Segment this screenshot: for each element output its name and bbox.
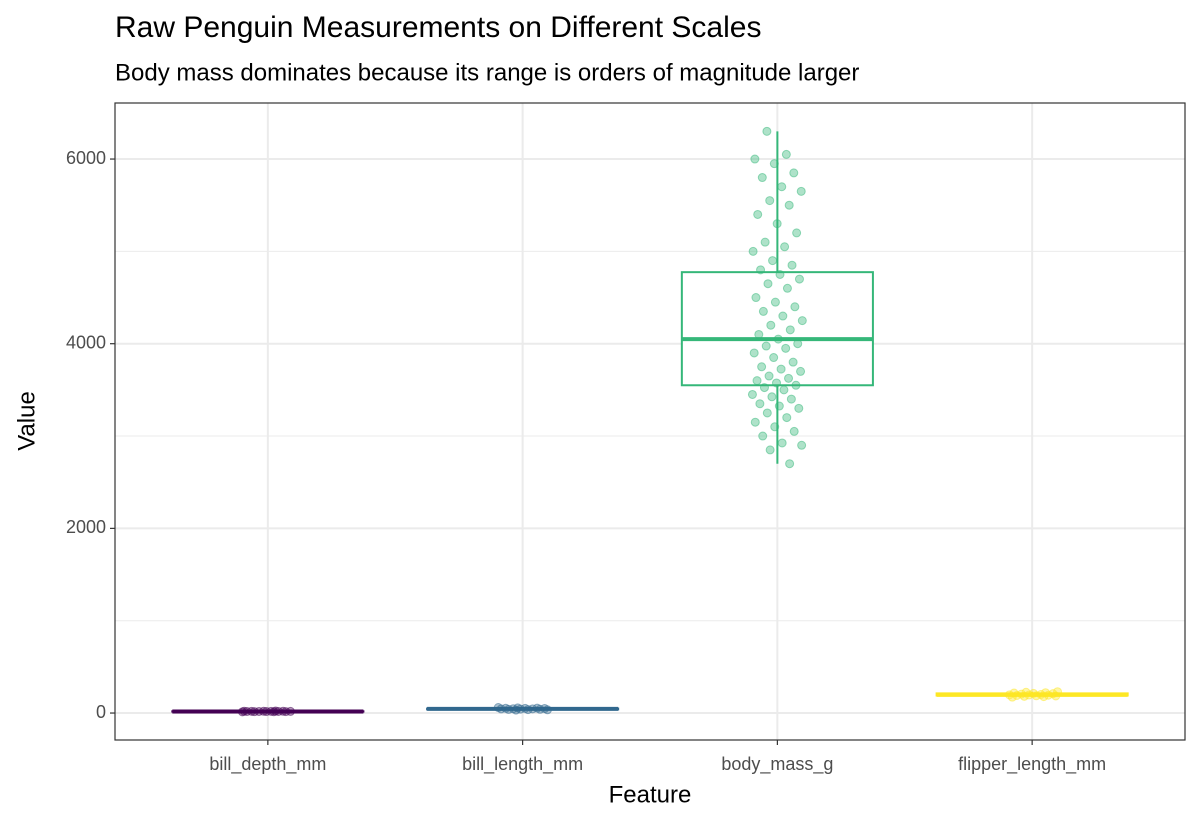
data-point xyxy=(769,257,777,265)
data-point xyxy=(758,174,766,182)
data-point xyxy=(754,210,762,218)
x-tick-label: flipper_length_mm xyxy=(958,754,1106,775)
data-point xyxy=(781,243,789,251)
data-point xyxy=(761,238,769,246)
data-point xyxy=(786,460,794,468)
data-point xyxy=(776,270,784,278)
data-point xyxy=(772,379,780,387)
data-point xyxy=(778,183,786,191)
data-point xyxy=(778,439,786,447)
data-point xyxy=(768,393,776,401)
data-point xyxy=(753,377,761,385)
data-point xyxy=(779,312,787,320)
data-point xyxy=(797,367,805,375)
data-point xyxy=(797,187,805,195)
data-point xyxy=(771,423,779,431)
data-point xyxy=(760,384,768,392)
data-point xyxy=(762,342,770,350)
data-point xyxy=(787,395,795,403)
x-tick-label: bill_depth_mm xyxy=(209,754,326,775)
plot-area xyxy=(115,103,1185,740)
data-point xyxy=(785,201,793,209)
data-point xyxy=(1029,689,1037,697)
data-point xyxy=(286,707,294,715)
data-point xyxy=(783,414,791,422)
data-point xyxy=(767,321,775,329)
data-point xyxy=(792,381,800,389)
x-tick-label: bill_length_mm xyxy=(462,754,583,775)
data-point xyxy=(785,374,793,382)
data-point xyxy=(777,365,785,373)
data-point xyxy=(748,390,756,398)
y-tick-label: 6000 xyxy=(66,148,106,168)
data-point xyxy=(798,317,806,325)
data-point xyxy=(1010,689,1018,697)
data-point xyxy=(751,418,759,426)
data-point xyxy=(521,704,529,712)
data-point xyxy=(260,707,268,715)
data-point xyxy=(1054,688,1062,696)
data-point xyxy=(790,169,798,177)
data-point xyxy=(763,127,771,135)
data-point xyxy=(782,150,790,158)
chart-subtitle: Body mass dominates because its range is… xyxy=(115,59,859,86)
panel-border xyxy=(115,103,1185,740)
data-point xyxy=(770,354,778,362)
data-point xyxy=(248,707,256,715)
data-point xyxy=(756,400,764,408)
data-point xyxy=(751,155,759,163)
data-point xyxy=(759,432,767,440)
data-point xyxy=(749,247,757,255)
data-point xyxy=(514,704,522,712)
data-point xyxy=(773,220,781,228)
data-point xyxy=(770,160,778,168)
data-point xyxy=(533,704,541,712)
data-point xyxy=(790,427,798,435)
data-point xyxy=(279,707,287,715)
data-point xyxy=(780,386,788,394)
data-point xyxy=(1042,689,1050,697)
x-tick-label: body_mass_g xyxy=(721,754,833,775)
y-tick-label: 2000 xyxy=(66,517,106,537)
data-point xyxy=(272,707,280,715)
data-point xyxy=(759,307,767,315)
data-point xyxy=(502,704,510,712)
data-point xyxy=(795,275,803,283)
y-tick-label: 4000 xyxy=(66,332,106,352)
data-point xyxy=(764,280,772,288)
data-point xyxy=(757,266,765,274)
data-point xyxy=(795,404,803,412)
data-point xyxy=(758,363,766,371)
data-point xyxy=(766,197,774,205)
data-point xyxy=(765,372,773,380)
data-point xyxy=(798,441,806,449)
data-point xyxy=(1022,688,1030,696)
y-axis-label: Value xyxy=(13,391,40,451)
chart-title: Raw Penguin Measurements on Different Sc… xyxy=(115,11,761,44)
data-point xyxy=(774,335,782,343)
data-point xyxy=(782,344,790,352)
data-point xyxy=(775,402,783,410)
data-point xyxy=(763,409,771,417)
data-point xyxy=(755,330,763,338)
y-tick-label: 0 xyxy=(96,702,106,722)
data-point xyxy=(793,229,801,237)
data-point xyxy=(750,349,758,357)
data-point xyxy=(791,303,799,311)
x-axis-label: Feature xyxy=(609,781,692,808)
data-point xyxy=(240,707,248,715)
data-point xyxy=(783,284,791,292)
data-point xyxy=(788,261,796,269)
data-point xyxy=(766,446,774,454)
data-point xyxy=(752,294,760,302)
data-point xyxy=(541,705,549,713)
data-point xyxy=(771,298,779,306)
data-point xyxy=(789,358,797,366)
data-point xyxy=(786,326,794,334)
data-point xyxy=(494,704,502,712)
data-point xyxy=(794,340,802,348)
